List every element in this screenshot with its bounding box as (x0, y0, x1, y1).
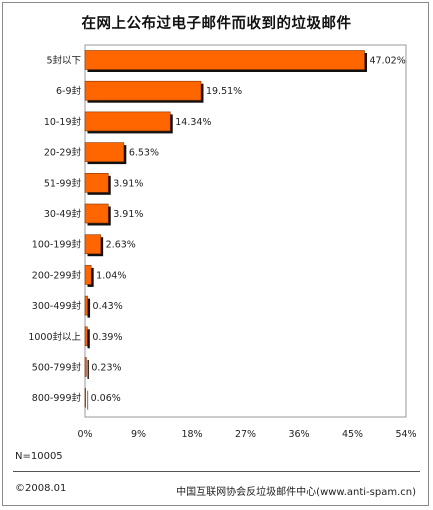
chart-frame: 在网上公布过电子邮件而收到的垃圾邮件 5封以下 47.02% 6-9封 19.51% 1… (2, 2, 429, 506)
data-label: 1.04% (96, 270, 126, 281)
bar-shadow (87, 298, 91, 318)
bar (84, 111, 171, 132)
data-label: 47.02% (370, 56, 406, 67)
bar (84, 357, 87, 377)
x-tick-label: 45% (342, 429, 363, 440)
category-label: 51-99封 (44, 177, 82, 189)
category-label: 6-9封 (56, 85, 82, 97)
bar (84, 326, 88, 347)
x-tick-label: 36% (288, 429, 309, 440)
bar (84, 80, 202, 101)
data-label: 0.39% (92, 332, 122, 343)
category-label: 200-299封 (32, 269, 82, 281)
category-label: 800-999封 (32, 392, 82, 404)
data-label: 3.91% (113, 209, 143, 220)
category-label: 30-49封 (44, 208, 82, 220)
footer-divider (13, 471, 420, 472)
bar-chart: 5封以下 47.02% 6-9封 19.51% 10-19封 14.34% 20-29封 6.… (28, 44, 417, 440)
data-label: 3.91% (113, 178, 143, 189)
bar (84, 142, 125, 162)
data-label: 6.53% (129, 148, 159, 159)
bar (84, 203, 109, 224)
x-tick-label: 18% (181, 429, 202, 440)
x-tick-label: 0% (77, 429, 92, 440)
bar-shadow (87, 329, 90, 349)
data-label: 0.06% (91, 393, 121, 404)
x-tick-label: 54% (395, 429, 416, 440)
bar (84, 295, 88, 316)
category-label: 1000封以上 (28, 331, 81, 343)
bar (84, 265, 92, 285)
bar (84, 387, 86, 408)
sample-size-note: N=10005 (15, 451, 63, 462)
data-label: 0.43% (93, 301, 123, 312)
data-label: 0.23% (91, 363, 121, 374)
data-label: 2.63% (106, 240, 136, 251)
bar (84, 173, 109, 193)
bar (84, 234, 101, 254)
category-label: 300-499封 (32, 300, 82, 312)
footer-date: ©2008.01 (15, 483, 67, 494)
bar-shadow (87, 360, 89, 379)
category-label: 100-199封 (32, 239, 82, 251)
category-label: 10-19封 (44, 116, 82, 128)
data-label: 14.34% (175, 117, 211, 128)
category-label: 500-799封 (32, 362, 82, 374)
category-label: 5封以下 (46, 55, 81, 67)
bar (84, 50, 365, 70)
x-tick-label: 9% (131, 429, 146, 440)
plot-area-border (84, 44, 407, 418)
x-tick-label: 27% (235, 429, 256, 440)
footer-source: 中国互联网协会反垃圾邮件中心(www.anti-spam.cn) (176, 487, 416, 498)
data-label: 19.51% (206, 86, 242, 97)
bar-shadow (87, 390, 89, 410)
category-label: 20-29封 (44, 147, 82, 159)
chart-title: 在网上公布过电子邮件而收到的垃圾邮件 (81, 16, 352, 32)
